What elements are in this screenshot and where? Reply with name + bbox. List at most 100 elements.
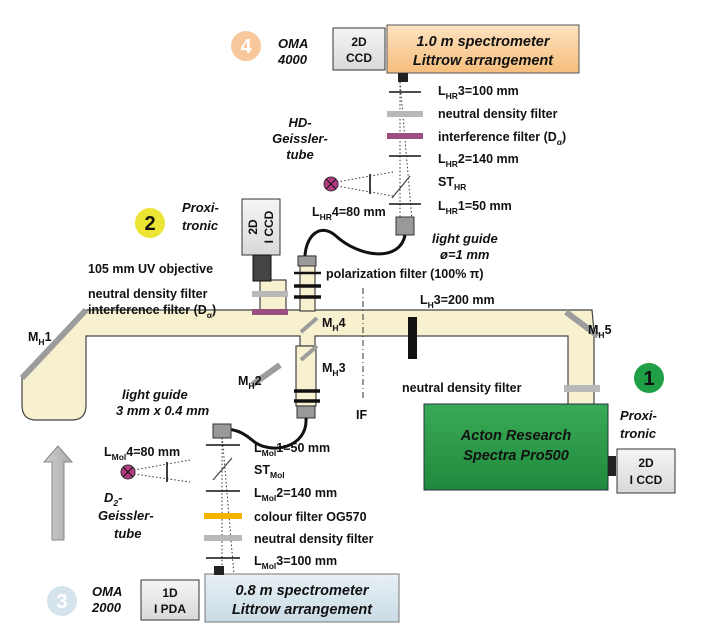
iccd2-line2: I CCD xyxy=(262,210,276,243)
lhr2-label: LHR2=140 mm xyxy=(438,152,519,169)
number-circle-4 xyxy=(231,31,261,61)
nd-filter-2 xyxy=(252,291,288,297)
nd-filter-1 xyxy=(564,385,600,392)
mh4-label: MH4 xyxy=(322,316,346,333)
mol-spectrometer-title: 0.8 m spectrometer xyxy=(236,583,370,599)
pda-line2: I PDA xyxy=(154,602,186,616)
lhr4-label: LHR4=80 mm xyxy=(312,205,386,222)
pda-box xyxy=(140,579,200,621)
ccd-2d-top-line2: CCD xyxy=(346,51,372,65)
proxitronic-1-label-2: tronic xyxy=(620,426,657,441)
mol-spectrometer-group: 3 OMA 2000 1D I PDA 0.8 m spectrometer L… xyxy=(47,566,400,623)
mirror-mh5 xyxy=(564,309,600,339)
hr-spectrometer-group: 4 OMA 4000 2D CCD 1.0 m spectrometer Lit… xyxy=(231,24,580,299)
lmol2-label: LMol2=140 mm xyxy=(254,486,337,503)
pda-line1: 1D xyxy=(162,586,178,600)
iccd1-box xyxy=(616,448,676,494)
number-3: 3 xyxy=(56,591,67,613)
nd-filter-mol-label: neutral density filter xyxy=(254,532,374,546)
polarization-filter-label: polarization filter (100% π) xyxy=(326,267,484,281)
ccd-2d-top-line1: 2D xyxy=(351,35,367,49)
proxitronic-1-label-1: Proxi- xyxy=(620,408,657,423)
uv-objective xyxy=(252,254,272,282)
main-path-labels: MH1 MH4 MH3 MH2 IF LH3=200 mm MH5 xyxy=(28,293,612,422)
hr-spectrometer-box xyxy=(386,24,580,74)
colour-filter-og570 xyxy=(204,513,242,519)
d2-geissler-tube-icon xyxy=(120,464,136,480)
number-2: 2 xyxy=(144,213,155,235)
iccd1-line1: 2D xyxy=(638,456,654,470)
lmol1-label: LMol1=50 mm xyxy=(254,441,330,458)
interference-filter-hr xyxy=(387,133,423,139)
mh3-label: MH3 xyxy=(322,361,346,378)
mirror-mh3 xyxy=(299,344,319,362)
mirror-mh1 xyxy=(19,307,89,381)
mirror-mh4 xyxy=(299,316,319,334)
acton-group: neutral density filter 1 Proxi- tronic A… xyxy=(402,363,676,494)
lmol3-label: LMol3=100 mm xyxy=(254,554,337,571)
lmol4-label: LMol4=80 mm xyxy=(104,445,180,462)
stmol-label: STMol xyxy=(254,463,285,480)
if-label: IF xyxy=(356,408,367,422)
hr-spectrometer-title: 1.0 m spectrometer xyxy=(417,34,551,50)
acton-port xyxy=(608,456,616,476)
iccd2-line1: 2D xyxy=(246,219,260,235)
hd-geissler-label-1: HD- xyxy=(288,115,311,130)
input-arrow-icon xyxy=(42,445,74,541)
oma2000-label-1: OMA xyxy=(92,584,122,599)
dotted-paths xyxy=(133,81,413,576)
hr-spectrometer-slit xyxy=(398,73,408,82)
iccd2-box xyxy=(241,198,281,256)
lh3-label: LH3=200 mm xyxy=(420,293,495,310)
mol-branch-group: light guide 3 mm x 0.4 mm LMol4=80 mm LM… xyxy=(98,387,374,571)
mh2-label: MH2 xyxy=(238,374,262,391)
interference-filter-2 xyxy=(252,309,288,315)
fiber-coupler-mol-top xyxy=(296,405,316,419)
mirror-sthr xyxy=(391,175,411,199)
light-guide-hr xyxy=(303,228,407,257)
number-4: 4 xyxy=(240,36,252,58)
hd-geissler-label-3: tube xyxy=(286,147,313,162)
main-beam-path xyxy=(21,279,595,421)
mirror-mh2 xyxy=(250,362,282,388)
interference-filter-2-label: interference filter (Dα) xyxy=(88,303,216,320)
fiber-coupler-mol xyxy=(212,423,232,439)
hr-spectrometer-subtitle: Littrow arrangement xyxy=(413,53,554,69)
lens-lh3 xyxy=(408,317,417,359)
oma2000-label-2: 2000 xyxy=(91,600,122,615)
proxitronic-2-label-1: Proxi- xyxy=(182,200,219,215)
number-1: 1 xyxy=(643,368,654,390)
light-guide-mol-label-1: light guide xyxy=(122,387,188,402)
mirror-stmol xyxy=(212,457,233,481)
acton-title: Acton Research xyxy=(460,428,572,444)
lhr3-label: LHR3=100 mm xyxy=(438,84,519,101)
uv-objective-label: 105 mm UV objective xyxy=(88,262,213,276)
nd-filter-1-label: neutral density filter xyxy=(402,381,522,395)
mirrors xyxy=(19,175,600,481)
sthr-label: STHR xyxy=(438,175,466,192)
hd-geissler-label-2: Geissler- xyxy=(272,131,328,146)
mh5-label: MH5 xyxy=(588,323,612,340)
acton-spectrometer-box xyxy=(423,403,609,491)
beam-paths xyxy=(21,255,595,421)
acton-subtitle: Spectra Pro500 xyxy=(463,448,569,464)
hd-geissler-tube-icon xyxy=(323,176,339,192)
light-guide-mol-label-2: 3 mm x 0.4 mm xyxy=(116,403,210,418)
nd-filter-hr-label: neutral density filter xyxy=(438,107,558,121)
iccd1-line2: I CCD xyxy=(630,473,663,487)
d2-geissler-label-3: tube xyxy=(114,526,141,541)
mol-spectrometer-box xyxy=(204,573,400,623)
d2-geissler-label-1: D2- xyxy=(104,490,122,508)
lhr1-label: LHR1=50 mm xyxy=(438,199,512,216)
iccd2-group: 2 Proxi- tronic 2D I CCD 105 mm UV objec… xyxy=(88,198,288,320)
oma4000-label-2: 4000 xyxy=(277,52,308,67)
number-circle-1 xyxy=(634,363,664,393)
light-guide-hr-label-1: light guide xyxy=(432,231,498,246)
number-circle-2 xyxy=(135,208,165,238)
nd-filter-mol xyxy=(204,535,242,541)
oma4000-label: OMA xyxy=(278,36,308,51)
nd-filter-2-label: neutral density filter xyxy=(88,287,208,301)
number-circle-3 xyxy=(47,586,77,616)
light-guide-hr-label-2: ø=1 mm xyxy=(440,247,490,262)
